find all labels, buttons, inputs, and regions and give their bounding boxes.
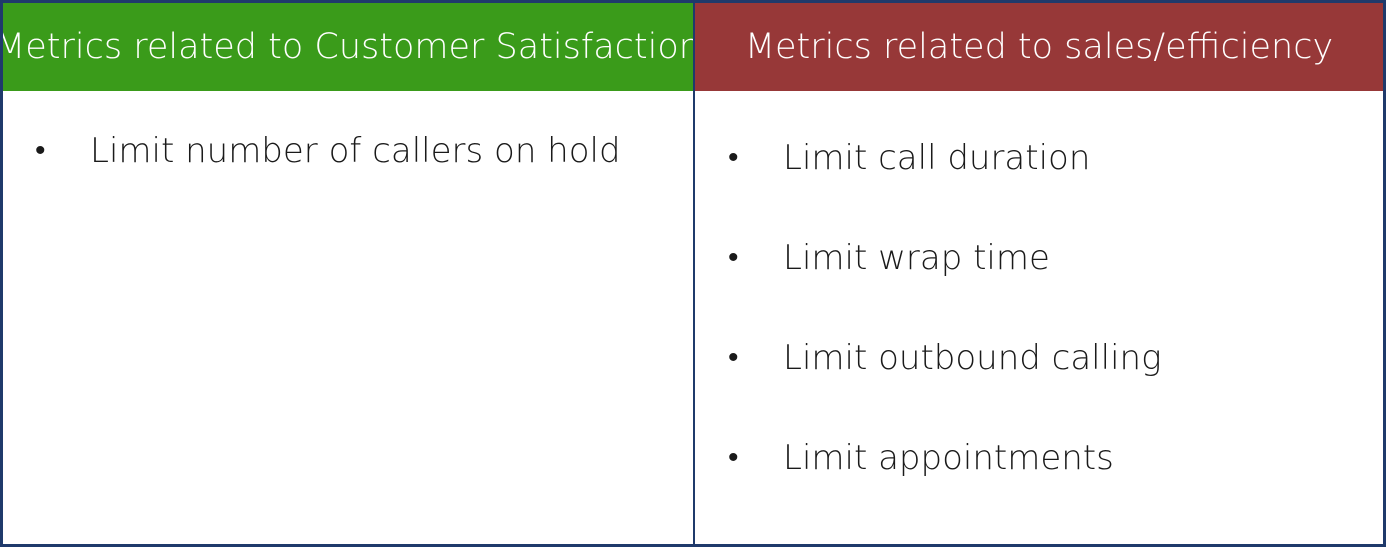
sales-efficiency-list: • Limit call duration • Limit wrap time … — [695, 91, 1383, 536]
customer-satisfaction-header: Metrics related to Customer Satisfaction — [3, 3, 693, 91]
list-item: • Limit wrap time — [695, 236, 1383, 336]
list-item-label: Limit number of callers on hold — [90, 131, 621, 171]
sales-efficiency-column: Metrics related to sales/efficiency • Li… — [695, 3, 1383, 544]
list-item: • Limit call duration — [695, 136, 1383, 236]
list-item: • Limit appointments — [695, 436, 1383, 536]
list-item: • Limit outbound calling — [695, 336, 1383, 436]
bullet-icon: • — [35, 133, 46, 168]
list-item: • Limit number of callers on hold — [3, 129, 693, 173]
customer-satisfaction-list: • Limit number of callers on hold — [3, 91, 693, 173]
list-item-label: Limit call duration — [783, 138, 1091, 178]
bullet-icon: • — [728, 240, 739, 275]
list-item-label: Limit outbound calling — [783, 338, 1162, 378]
customer-satisfaction-column: Metrics related to Customer Satisfaction… — [3, 3, 695, 544]
bullet-icon: • — [728, 340, 739, 375]
bullet-icon: • — [728, 140, 739, 175]
list-item-label: Limit wrap time — [783, 238, 1050, 278]
sales-efficiency-header: Metrics related to sales/efficiency — [695, 3, 1383, 91]
bullet-icon: • — [728, 440, 739, 475]
list-item-label: Limit appointments — [783, 438, 1114, 478]
